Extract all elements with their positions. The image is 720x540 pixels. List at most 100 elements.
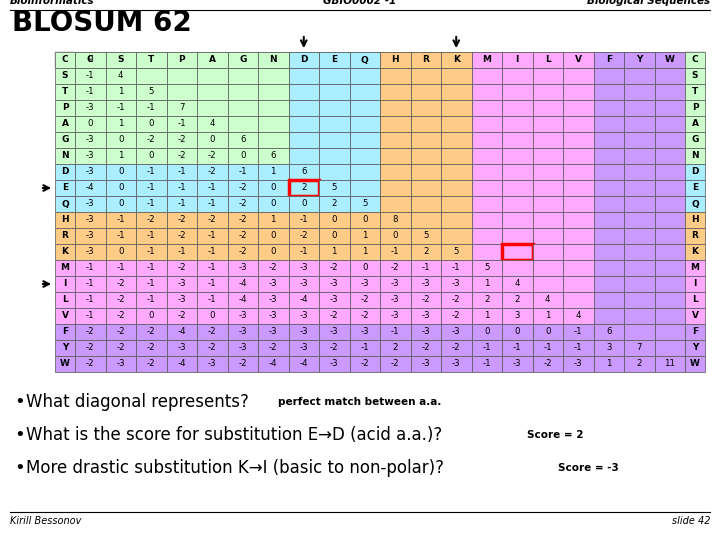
Bar bbox=[289, 196, 319, 212]
Text: Q: Q bbox=[61, 199, 69, 208]
Text: Kirill Bessonov: Kirill Bessonov bbox=[10, 516, 81, 526]
Bar bbox=[410, 356, 441, 372]
Text: -2: -2 bbox=[269, 343, 278, 353]
Text: 0: 0 bbox=[545, 327, 551, 336]
Bar bbox=[228, 228, 258, 244]
Bar bbox=[410, 148, 441, 164]
Bar bbox=[410, 228, 441, 244]
Text: -2: -2 bbox=[269, 264, 278, 273]
Bar bbox=[349, 132, 380, 148]
Text: -3: -3 bbox=[86, 152, 94, 160]
Text: -3: -3 bbox=[513, 360, 521, 368]
Bar bbox=[319, 324, 349, 340]
Text: 0: 0 bbox=[271, 232, 276, 240]
Bar bbox=[685, 340, 705, 356]
Text: -4: -4 bbox=[177, 360, 186, 368]
Bar bbox=[380, 116, 410, 132]
Text: -3: -3 bbox=[330, 327, 338, 336]
Text: -2: -2 bbox=[238, 232, 247, 240]
Text: •: • bbox=[14, 426, 24, 444]
Bar bbox=[441, 244, 472, 260]
Bar bbox=[441, 116, 472, 132]
Bar bbox=[228, 100, 258, 116]
Bar bbox=[624, 116, 654, 132]
Bar bbox=[289, 148, 319, 164]
Bar bbox=[533, 100, 563, 116]
Bar bbox=[228, 324, 258, 340]
Bar bbox=[166, 244, 197, 260]
Text: -2: -2 bbox=[391, 264, 400, 273]
Bar bbox=[472, 244, 502, 260]
Bar bbox=[55, 164, 75, 180]
Bar bbox=[166, 132, 197, 148]
Bar bbox=[472, 84, 502, 100]
Bar bbox=[75, 228, 106, 244]
Bar bbox=[136, 276, 166, 292]
Text: -3: -3 bbox=[452, 360, 461, 368]
Bar bbox=[410, 244, 441, 260]
Bar bbox=[319, 212, 349, 228]
Bar bbox=[654, 212, 685, 228]
Text: -1: -1 bbox=[208, 295, 217, 305]
Bar bbox=[533, 132, 563, 148]
Bar bbox=[654, 52, 685, 68]
Bar bbox=[502, 116, 533, 132]
Bar bbox=[380, 244, 410, 260]
Text: -1: -1 bbox=[147, 167, 156, 177]
Bar bbox=[197, 148, 228, 164]
Text: -1: -1 bbox=[208, 184, 217, 192]
Bar bbox=[441, 100, 472, 116]
Text: H: H bbox=[691, 215, 699, 225]
Bar bbox=[472, 324, 502, 340]
Bar bbox=[624, 292, 654, 308]
Bar bbox=[593, 116, 624, 132]
Text: -2: -2 bbox=[147, 215, 156, 225]
Text: A: A bbox=[209, 56, 216, 64]
Text: 0: 0 bbox=[331, 215, 337, 225]
Bar bbox=[624, 228, 654, 244]
Bar bbox=[166, 180, 197, 196]
Bar bbox=[55, 308, 75, 324]
Bar bbox=[654, 148, 685, 164]
Text: -3: -3 bbox=[391, 280, 400, 288]
Bar bbox=[654, 52, 685, 68]
Bar bbox=[349, 356, 380, 372]
Bar bbox=[55, 212, 75, 228]
Bar bbox=[441, 308, 472, 324]
Bar bbox=[502, 196, 533, 212]
Bar bbox=[106, 324, 136, 340]
Bar bbox=[563, 356, 593, 372]
Bar bbox=[624, 196, 654, 212]
Bar bbox=[349, 276, 380, 292]
Text: 2: 2 bbox=[423, 247, 428, 256]
Bar bbox=[228, 356, 258, 372]
Text: 1: 1 bbox=[545, 312, 551, 321]
Text: -2: -2 bbox=[117, 280, 125, 288]
Bar bbox=[654, 356, 685, 372]
Bar bbox=[319, 116, 349, 132]
Bar bbox=[136, 292, 166, 308]
Bar bbox=[533, 308, 563, 324]
Bar bbox=[258, 340, 289, 356]
Bar bbox=[136, 228, 166, 244]
Text: -1: -1 bbox=[208, 199, 217, 208]
Bar bbox=[654, 276, 685, 292]
Text: -1: -1 bbox=[86, 295, 94, 305]
Bar bbox=[533, 116, 563, 132]
Text: S: S bbox=[117, 56, 124, 64]
Bar bbox=[563, 324, 593, 340]
Bar bbox=[441, 276, 472, 292]
Bar bbox=[380, 228, 410, 244]
Bar bbox=[55, 100, 75, 116]
Bar bbox=[593, 260, 624, 276]
Text: -3: -3 bbox=[238, 312, 247, 321]
Bar bbox=[319, 148, 349, 164]
Bar bbox=[228, 52, 258, 68]
Bar bbox=[441, 228, 472, 244]
Bar bbox=[349, 244, 380, 260]
Text: -3: -3 bbox=[238, 327, 247, 336]
Text: -3: -3 bbox=[421, 360, 430, 368]
Bar bbox=[55, 356, 75, 372]
Bar bbox=[166, 116, 197, 132]
Text: Score = 2: Score = 2 bbox=[527, 430, 583, 440]
